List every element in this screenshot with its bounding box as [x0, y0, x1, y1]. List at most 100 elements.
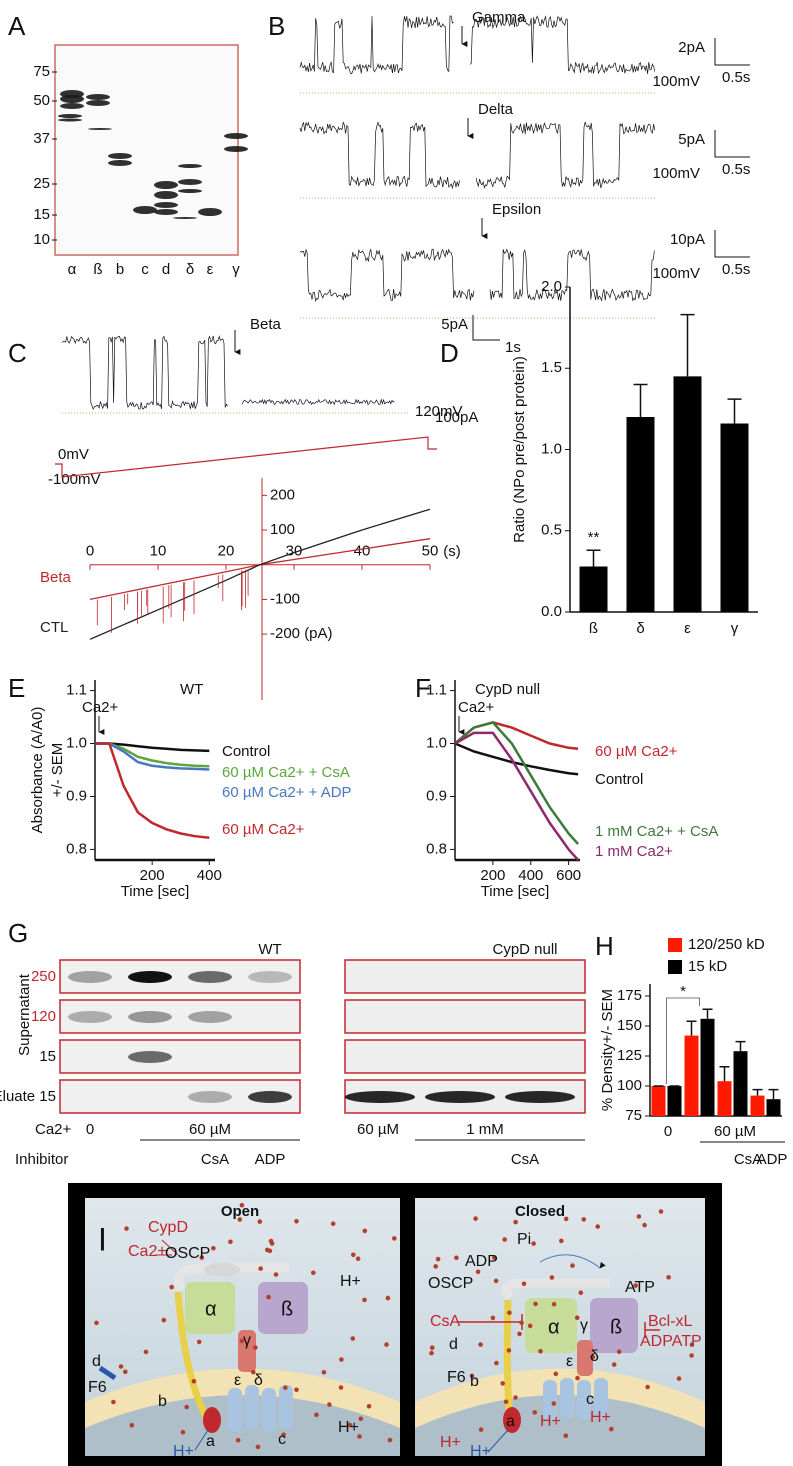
panel-letter: B [268, 11, 285, 41]
error-bar [686, 1020, 697, 1036]
proton [503, 1399, 509, 1405]
y-axis-label: % Density+/- SEM [599, 989, 616, 1111]
diagram-label: b [158, 1393, 167, 1410]
voltage-label: 100mV [652, 73, 700, 90]
series-label: 60 µM Ca2+ [595, 743, 678, 760]
band [188, 971, 232, 983]
diagram-label: ADP [465, 1253, 498, 1270]
diagram-label: a [506, 1413, 515, 1430]
trace-name: Epsilon [492, 201, 541, 218]
matrix [85, 1395, 400, 1456]
band [224, 133, 248, 139]
proton [429, 1350, 434, 1356]
panel-letter: D [440, 338, 459, 368]
voltage-label: 100mV [652, 165, 700, 182]
proton [645, 1384, 650, 1390]
x-tick-label: 40 [354, 543, 371, 560]
diagram-label: H+ [173, 1443, 194, 1460]
proton [551, 1401, 557, 1406]
current-trace [475, 121, 656, 190]
proton [475, 1269, 481, 1275]
row-label: Eluate 15 [0, 1088, 56, 1105]
proton [513, 1219, 518, 1225]
lane-label: b [116, 261, 124, 278]
ca-label: Ca2+ [35, 1121, 72, 1138]
annotation: Ca2+ [82, 699, 119, 716]
error-bar [727, 398, 742, 424]
band [345, 1091, 415, 1103]
band [188, 1011, 232, 1023]
proton [507, 1310, 512, 1316]
proton [258, 1266, 264, 1271]
proton [196, 1339, 202, 1345]
atp-synthase-open [98, 1239, 308, 1451]
panel-letter: C [8, 338, 27, 368]
diagram-label: F6 [88, 1379, 107, 1396]
bar [750, 1095, 765, 1116]
proton [111, 1399, 116, 1405]
proton [321, 1370, 327, 1375]
scale-label: 0.5s [722, 261, 750, 278]
x-tick-label: ß [589, 620, 598, 637]
x-tick-label: 10 [150, 543, 167, 560]
diagram-label: α [548, 1316, 560, 1338]
band [425, 1091, 495, 1103]
diagram-label: ε [566, 1353, 573, 1370]
error-bar [586, 549, 601, 567]
ca-value: 1 mM [466, 1121, 504, 1138]
y-tick-label: 100 [270, 521, 295, 538]
x-tick-label: 50 [422, 543, 439, 560]
proton [124, 1226, 129, 1231]
ca-value: 60 µM [189, 1121, 231, 1138]
x-axis-label: Time [sec] [121, 883, 190, 900]
proton [538, 1348, 543, 1354]
band [128, 1051, 172, 1063]
diagram-label: d [92, 1353, 101, 1370]
x-axis-label: Time [sec] [481, 883, 550, 900]
lane-label: γ [232, 261, 240, 278]
trace-name: Delta [478, 101, 514, 118]
bar [700, 1018, 715, 1116]
proton [358, 1416, 364, 1422]
error-bar [768, 1088, 779, 1100]
series-line [95, 742, 210, 771]
scale-label: 0.5s [722, 161, 750, 178]
proton [266, 1294, 271, 1300]
y-tick-label: 1.5 [541, 359, 562, 376]
panel-letter: E [8, 673, 25, 703]
current-trace [299, 121, 460, 190]
y-tick-label: 1.0 [541, 440, 562, 457]
band [154, 209, 178, 215]
series-line [89, 508, 431, 640]
proton [533, 1301, 538, 1307]
proton [531, 1241, 536, 1246]
proton [527, 1323, 533, 1329]
diagram-label: CsA [430, 1313, 461, 1330]
series-label: 60 µM Ca2+ + CsA [222, 764, 350, 781]
series-line [454, 721, 579, 751]
band [60, 103, 84, 109]
x-tick-label: γ [731, 620, 739, 637]
bar [579, 566, 608, 612]
row-label: 250 [31, 968, 56, 985]
diagram-label: OSCP [165, 1245, 210, 1262]
y-tick-label: 1.1 [426, 682, 447, 699]
inhibitor: CsA [511, 1151, 539, 1168]
significance-bracket [666, 997, 700, 1084]
y-tick-label: 75 [625, 1107, 642, 1124]
panel-letter: I [98, 1221, 107, 1257]
band [108, 153, 132, 159]
proton [235, 1438, 241, 1443]
proton [251, 1369, 256, 1375]
proton [351, 1252, 356, 1258]
diagram-label: ε [234, 1372, 241, 1389]
y-tick-label: 2.0 [541, 278, 562, 295]
error-bar [702, 1008, 713, 1019]
proton [636, 1214, 642, 1219]
ladder-label: 15 [33, 206, 50, 223]
series-label: CTL [40, 619, 68, 636]
voltage-label: 100mV [652, 265, 700, 282]
diagram-label: OSCP [428, 1275, 473, 1292]
series-line [454, 742, 579, 776]
